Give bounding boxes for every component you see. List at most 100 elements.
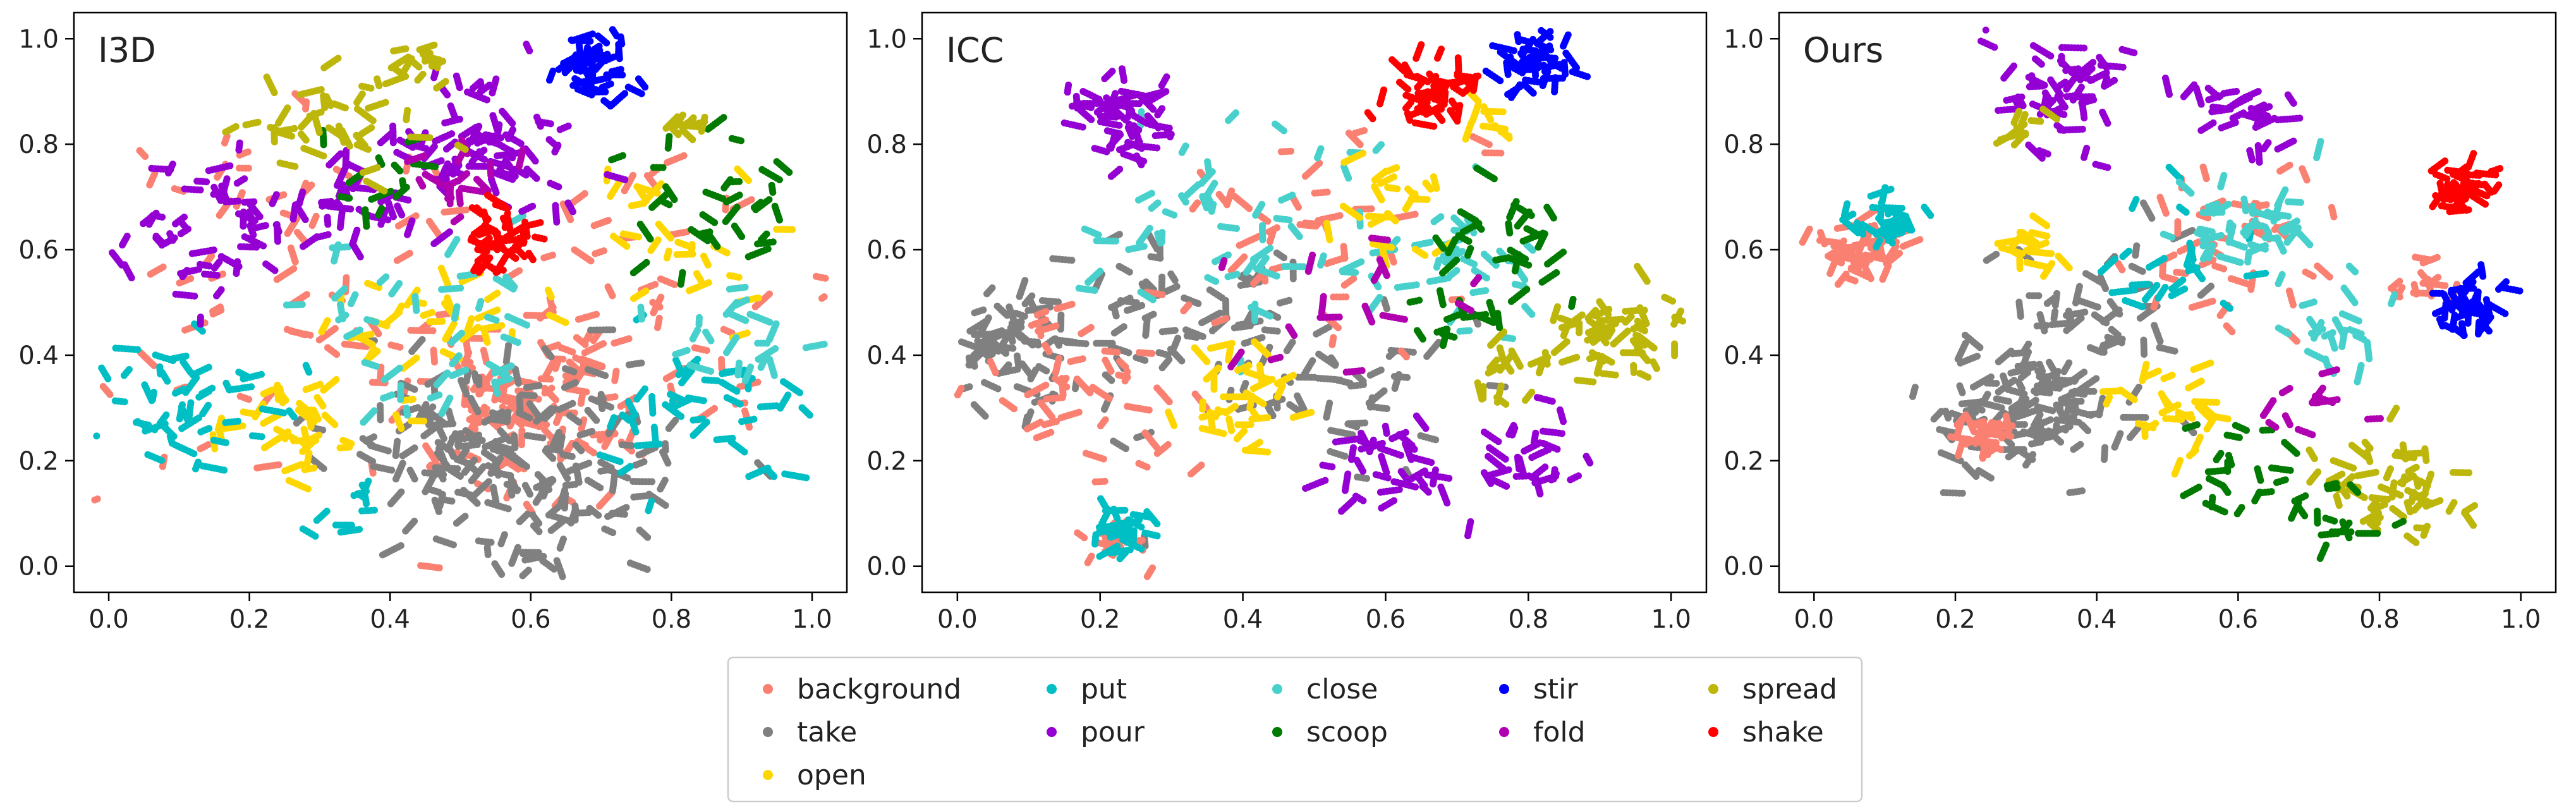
scatter-point-pour	[292, 201, 300, 209]
axes-frame	[73, 11, 848, 594]
scatter-point-pour	[545, 136, 553, 143]
scatter-point-take	[561, 486, 569, 494]
scatter-point-put	[205, 425, 213, 432]
scatter-point-background	[280, 191, 288, 198]
scatter-point-pour	[393, 149, 401, 156]
scatter-point-scoop	[636, 221, 644, 228]
scatter-point-take	[457, 377, 465, 384]
scatter-point-take	[483, 544, 491, 551]
scatter-point-background	[407, 327, 415, 334]
scatter-point-background	[293, 229, 301, 236]
scatter-point-take	[597, 458, 605, 466]
scatter-point-put	[611, 414, 617, 422]
scatter-point-background	[283, 326, 291, 333]
scatter-point-close	[351, 291, 359, 298]
scatter-point-open	[610, 233, 617, 240]
scatter-point-take	[432, 535, 440, 543]
scatter-point-background	[387, 341, 395, 349]
scatter-point-scoop	[679, 269, 686, 276]
scatter-point-take	[588, 427, 596, 435]
scatter-point-scoop	[665, 133, 673, 140]
scatter-point-close	[507, 362, 515, 370]
scatter-point-open	[693, 270, 700, 277]
scatter-point-close	[336, 301, 344, 308]
scatter-point-close	[477, 298, 485, 305]
scatter-point-close	[396, 280, 403, 287]
scatter-point-take	[558, 518, 566, 526]
scatter-point-open	[272, 384, 280, 392]
scatter-point-put	[356, 525, 363, 533]
scatter-point-take	[629, 478, 637, 485]
scatter-point-background	[655, 314, 663, 322]
scatter-point-open	[312, 437, 320, 444]
scatter-point-background	[680, 152, 688, 159]
scatter-point-put	[694, 355, 702, 363]
scatter-point-open	[273, 425, 281, 433]
scatter-point-close	[356, 326, 363, 334]
scatter-point-open	[370, 345, 377, 353]
scatter-point-take	[618, 441, 626, 449]
scatter-point-background	[566, 358, 573, 366]
scatter-point-take	[534, 471, 542, 479]
scatter-point-take	[519, 549, 526, 556]
scatter-point-take	[511, 432, 518, 439]
scatter-point-background	[406, 250, 413, 257]
scatter-point-put	[248, 383, 255, 391]
scatter-point-take	[601, 525, 609, 533]
scatter-point-put	[179, 358, 187, 365]
scatter-point-scoop	[773, 158, 781, 166]
scatter-point-open	[633, 183, 641, 190]
scatter-point-pour	[299, 188, 307, 196]
scatter-point-take	[535, 382, 543, 389]
scatter-point-pour	[262, 260, 270, 268]
scatter-point-scoop	[619, 152, 626, 159]
scatter-point-put	[161, 423, 168, 430]
scatter-point-take	[572, 441, 580, 449]
scatter-point-take	[585, 509, 593, 516]
scatter-point-put	[701, 376, 708, 384]
scatter-point-open	[408, 417, 415, 425]
scatter-point-open	[439, 317, 446, 325]
scatter-point-pour	[241, 175, 248, 183]
scatter-point-pour	[223, 175, 231, 183]
scatter-point-pour	[217, 286, 225, 293]
scatter-point-put	[798, 404, 806, 412]
scatter-point-background	[287, 244, 295, 252]
scatter-point-put	[286, 407, 293, 415]
scatter-point-close	[743, 296, 751, 303]
scatter-point-take	[454, 489, 462, 496]
scatter-point-open	[439, 348, 447, 355]
scatter-point-background	[238, 189, 246, 197]
scatter-point-close	[741, 283, 749, 291]
scatter-point-pour	[509, 126, 516, 133]
scatter-point-open	[240, 408, 247, 416]
scatter-point-pour	[171, 234, 178, 241]
scatter-point-open	[413, 286, 421, 294]
scatter-point-pour	[123, 233, 131, 240]
scatter-point-scoop	[728, 135, 736, 142]
scatter-point-take	[572, 462, 580, 470]
scatter-point-background	[474, 480, 481, 487]
scatter-point-pour	[408, 217, 416, 224]
scatter-point-take	[485, 478, 492, 485]
scatter-point-background	[279, 209, 287, 217]
scatter-point-scoop	[706, 228, 714, 236]
scatter-point-take	[661, 477, 669, 484]
scatter-point-take	[428, 410, 435, 418]
scatter-point-open	[468, 315, 475, 322]
scatter-point-background	[523, 501, 530, 508]
scatter-point-close	[370, 407, 378, 415]
scatter-point-background	[332, 166, 340, 173]
scatter-point-background	[416, 377, 424, 385]
scatter-point-close	[766, 355, 774, 363]
scatter-point-open	[296, 399, 303, 407]
scatter-point-pour	[446, 228, 453, 236]
scatter-point-open	[726, 272, 734, 279]
scatter-point-pour	[389, 128, 397, 136]
scatter-point-pour	[389, 122, 396, 130]
scatter-point-open	[396, 308, 403, 316]
scatter-point-put	[323, 508, 331, 515]
scatter-point-open	[437, 264, 445, 272]
scatter-point-background	[368, 379, 376, 386]
scatter-point-pour	[453, 72, 460, 80]
